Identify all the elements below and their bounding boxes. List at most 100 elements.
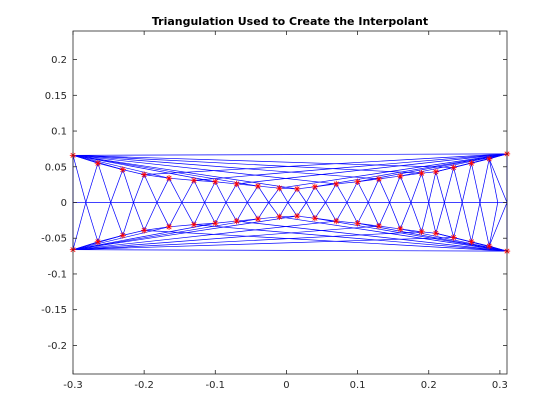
x-tick-label: -0.1 [206, 380, 226, 391]
hull-edge-lower [72, 225, 379, 251]
data-point-lower [119, 232, 127, 239]
boundary-edge-lower [122, 230, 145, 236]
star-stroke [376, 223, 382, 229]
star-stroke [486, 243, 492, 249]
boundary-edge-upper [215, 181, 237, 185]
hull-edge-lower [314, 217, 508, 252]
inner-edge-upper [268, 187, 280, 203]
inner-edge-lower [488, 202, 499, 247]
data-point-upper [119, 166, 127, 173]
data-point-upper [311, 183, 319, 190]
x-tick-label: -0.3 [63, 380, 83, 391]
data-point-upper [140, 171, 148, 178]
star-stroke [276, 185, 282, 191]
inner-edge-upper [257, 185, 269, 203]
hull-edge-upper [72, 153, 508, 156]
boundary-edge-lower [193, 222, 216, 226]
x-tick-label: 0 [283, 380, 289, 391]
inner-edge-lower [335, 202, 348, 222]
y-tick-label: -0.15 [41, 305, 67, 316]
inner-edge-upper [279, 188, 289, 203]
inner-edge-lower [428, 202, 437, 234]
hull-edge-lower [357, 222, 508, 252]
star-stroke [141, 172, 147, 178]
hull-edge-upper [72, 154, 298, 190]
boundary-edge-lower [336, 220, 358, 224]
star-stroke [355, 179, 361, 185]
star-stroke [191, 177, 197, 183]
y-tick-label: -0.1 [47, 269, 67, 280]
inner-edge-lower [122, 202, 134, 236]
hull-edge-upper [72, 154, 454, 168]
data-point-lower [190, 221, 198, 228]
star-stroke [212, 220, 218, 226]
inner-edge-lower [435, 202, 445, 234]
triangulation-edges [72, 153, 508, 252]
inner-edge-lower [444, 202, 454, 238]
inner-edge-lower [314, 202, 326, 219]
hull-edge-lower [144, 230, 508, 252]
star-stroke [120, 167, 126, 173]
inner-edge-upper [296, 188, 307, 203]
inner-edge-upper [306, 186, 316, 203]
data-point-lower [418, 228, 425, 235]
hull-edge-lower [72, 237, 454, 251]
inner-edge-lower [72, 202, 87, 250]
star-stroke [397, 226, 403, 232]
data-point-lower [468, 238, 475, 246]
hull-edge-upper [72, 154, 216, 183]
data-point-lower [276, 213, 283, 220]
inner-edge-upper [314, 186, 326, 203]
hull-edge-lower [72, 231, 422, 251]
hull-edge-upper [72, 154, 337, 185]
inner-edge-lower [471, 202, 481, 242]
star-stroke [166, 175, 172, 181]
inner-edge-upper [85, 163, 99, 203]
inner-edge-upper [435, 171, 445, 203]
data-point-lower [450, 234, 457, 241]
inner-edge-lower [357, 202, 369, 224]
x-tick-label: 0.3 [492, 380, 508, 391]
hull-edge-lower [72, 249, 508, 252]
inner-edge-upper [193, 180, 205, 203]
star-stroke [433, 169, 439, 175]
data-point-upper [354, 178, 361, 185]
chart-title: Triangulation Used to Create the Interpo… [152, 15, 428, 28]
boundary-edge-upper [193, 179, 216, 183]
inner-edge-lower [346, 202, 358, 224]
hull-edge-upper [279, 153, 508, 189]
data-point-lower [233, 217, 240, 225]
boundary-edge-upper [257, 185, 280, 189]
data-point-lower [94, 238, 102, 246]
inner-edge-upper [461, 163, 472, 203]
hull-edge-upper [193, 153, 508, 181]
data-point-lower [293, 212, 301, 220]
inner-edge-lower [225, 202, 237, 222]
star-stroke [468, 239, 474, 245]
data-point-lower [165, 223, 173, 230]
boundary-edge-upper [169, 177, 194, 181]
inner-edge-upper [378, 178, 390, 203]
inner-edge-lower [97, 202, 112, 242]
inner-edge-upper [389, 175, 401, 203]
hull-edge-upper [72, 154, 422, 174]
inner-edge-lower [378, 202, 390, 227]
data-point-upper [233, 180, 240, 188]
inner-edge-lower [389, 202, 401, 230]
star-stroke [312, 215, 318, 221]
hull-edge-lower [279, 216, 508, 252]
inner-edge-upper [122, 169, 134, 203]
inner-edge-upper [399, 175, 412, 203]
data-point-lower [486, 242, 493, 250]
data-point-upper [94, 159, 102, 167]
hull-edge-lower [72, 220, 337, 251]
star-stroke [95, 239, 101, 245]
inner-edge-lower [133, 202, 145, 231]
inner-edge-upper [143, 174, 158, 203]
data-point-upper [432, 168, 440, 175]
hull-edge-upper [72, 154, 379, 180]
inner-edge-upper [214, 181, 227, 203]
data-point-lower [333, 217, 340, 225]
inner-edge-lower [488, 202, 508, 247]
boundary-edge-lower [144, 226, 170, 231]
